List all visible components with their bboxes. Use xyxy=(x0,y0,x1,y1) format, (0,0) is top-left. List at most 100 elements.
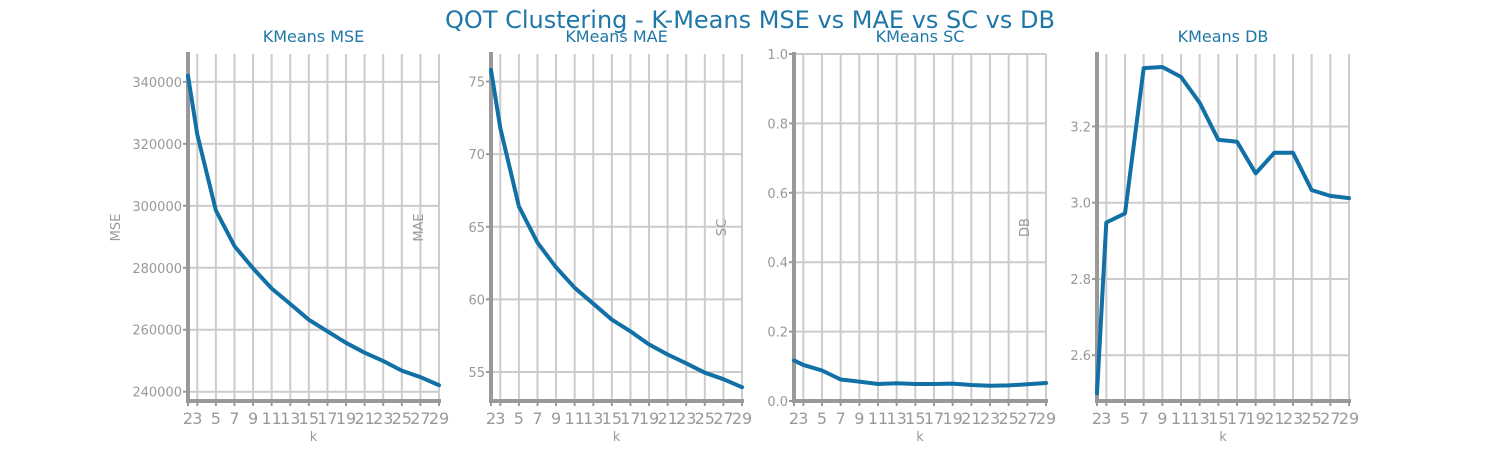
x-tick-label: 21 xyxy=(961,409,981,428)
x-tick-label: 17 xyxy=(1227,409,1247,428)
x-tick-label: 9 xyxy=(854,409,864,428)
y-tick-label: 70 xyxy=(468,148,485,163)
x-tick-label: 9 xyxy=(551,409,561,428)
panel-title: KMeans MSE xyxy=(263,27,365,46)
y-tick-label: 60 xyxy=(468,293,485,308)
x-tick-label: 29 xyxy=(732,409,752,428)
x-tick-label: 21 xyxy=(657,409,677,428)
y-axis-label: MSE xyxy=(109,214,124,242)
x-tick-label: 25 xyxy=(392,409,412,428)
series-line xyxy=(792,358,1048,388)
x-tick-label: 2 xyxy=(183,409,193,428)
x-tick-label: 27 xyxy=(410,409,430,428)
x-tick-label: 27 xyxy=(1017,409,1037,428)
x-tick-label: 13 xyxy=(583,409,603,428)
y-tick-label: 0.2 xyxy=(767,326,788,341)
x-tick-label: 27 xyxy=(713,409,733,428)
x-tick-label: 11 xyxy=(261,409,281,428)
x-axis-label: k xyxy=(1219,430,1227,445)
x-tick-label: 23 xyxy=(373,409,393,428)
series-line xyxy=(489,68,744,390)
x-tick-label: 13 xyxy=(280,409,300,428)
y-tick-label: 65 xyxy=(468,221,485,236)
x-tick-label: 15 xyxy=(602,409,622,428)
x-axis-label: k xyxy=(310,430,318,445)
x-tick-label: 3 xyxy=(495,409,505,428)
x-tick-label: 11 xyxy=(868,409,888,428)
x-tick-label: 17 xyxy=(924,409,944,428)
y-axis-label: DB xyxy=(1018,218,1033,237)
chart-sc: 0.00.20.40.60.81.02 3 5 7 9 11131517192123252… xyxy=(715,27,1056,445)
y-tick-label: 0.6 xyxy=(767,187,788,202)
series-line xyxy=(1095,65,1351,396)
x-tick-label: 9 xyxy=(248,409,258,428)
x-tick-label: 11 xyxy=(1171,409,1191,428)
x-tick-label: 13 xyxy=(886,409,906,428)
x-tick-label: 21 xyxy=(1264,409,1284,428)
x-tick-label: 19 xyxy=(1245,409,1265,428)
x-tick-label: 9 xyxy=(1157,409,1167,428)
x-tick-label: 27 xyxy=(1320,409,1340,428)
x-tick-label: 15 xyxy=(299,409,319,428)
panel-title: KMeans MAE xyxy=(565,27,667,46)
x-tick-label: 15 xyxy=(1208,409,1228,428)
chart-db: 2.62.83.03.22 3 5 7 9 11131517192123252729KMe… xyxy=(1018,27,1359,445)
x-tick-label: 2 xyxy=(1092,409,1102,428)
x-tick-label: 3 xyxy=(192,409,202,428)
y-tick-label: 260000 xyxy=(132,324,182,339)
y-tick-label: 280000 xyxy=(132,262,182,277)
x-tick-label: 19 xyxy=(336,409,356,428)
y-tick-label: 0.0 xyxy=(767,395,788,410)
y-tick-label: 340000 xyxy=(132,76,182,91)
y-tick-label: 0.8 xyxy=(767,117,788,132)
y-tick-label: 55 xyxy=(468,366,485,381)
series-line xyxy=(186,73,441,388)
panel-title: KMeans SC xyxy=(876,27,965,46)
y-tick-label: 0.4 xyxy=(767,256,788,271)
y-tick-label: 320000 xyxy=(132,138,182,153)
y-tick-label: 2.6 xyxy=(1070,349,1091,364)
x-tick-label: 5 xyxy=(1120,409,1130,428)
figure-title: QOT Clustering - K-Means MSE vs MAE vs S… xyxy=(445,6,1055,34)
x-tick-label: 7 xyxy=(229,409,239,428)
x-tick-label: 2 xyxy=(789,409,799,428)
x-tick-label: 29 xyxy=(429,409,449,428)
y-tick-label: 2.8 xyxy=(1070,273,1091,288)
x-tick-label: 7 xyxy=(836,409,846,428)
x-tick-label: 3 xyxy=(1101,409,1111,428)
y-tick-label: 1.0 xyxy=(767,48,788,63)
x-tick-label: 19 xyxy=(942,409,962,428)
y-axis-label: MAE xyxy=(412,213,427,241)
x-axis-label: k xyxy=(916,430,924,445)
x-tick-label: 7 xyxy=(1139,409,1149,428)
y-tick-label: 3.0 xyxy=(1070,197,1091,212)
x-tick-label: 15 xyxy=(905,409,925,428)
x-tick-label: 17 xyxy=(317,409,337,428)
x-tick-label: 19 xyxy=(639,409,659,428)
x-tick-label: 5 xyxy=(514,409,524,428)
x-tick-label: 13 xyxy=(1189,409,1209,428)
x-tick-label: 5 xyxy=(211,409,221,428)
y-tick-label: 75 xyxy=(468,76,485,91)
x-tick-label: 2 xyxy=(486,409,496,428)
x-tick-label: 11 xyxy=(564,409,584,428)
x-tick-label: 23 xyxy=(676,409,696,428)
x-tick-label: 17 xyxy=(620,409,640,428)
x-tick-label: 25 xyxy=(998,409,1018,428)
x-tick-label: 21 xyxy=(354,409,374,428)
x-tick-label: 5 xyxy=(817,409,827,428)
x-tick-label: 7 xyxy=(532,409,542,428)
x-tick-label: 29 xyxy=(1339,409,1359,428)
x-tick-label: 23 xyxy=(980,409,1000,428)
x-tick-label: 25 xyxy=(1301,409,1321,428)
x-axis-label: k xyxy=(613,430,621,445)
y-tick-label: 240000 xyxy=(132,386,182,401)
y-tick-label: 300000 xyxy=(132,200,182,215)
y-axis-label: SC xyxy=(715,219,730,236)
x-tick-label: 29 xyxy=(1036,409,1056,428)
x-tick-label: 25 xyxy=(695,409,715,428)
x-tick-label: 3 xyxy=(798,409,808,428)
